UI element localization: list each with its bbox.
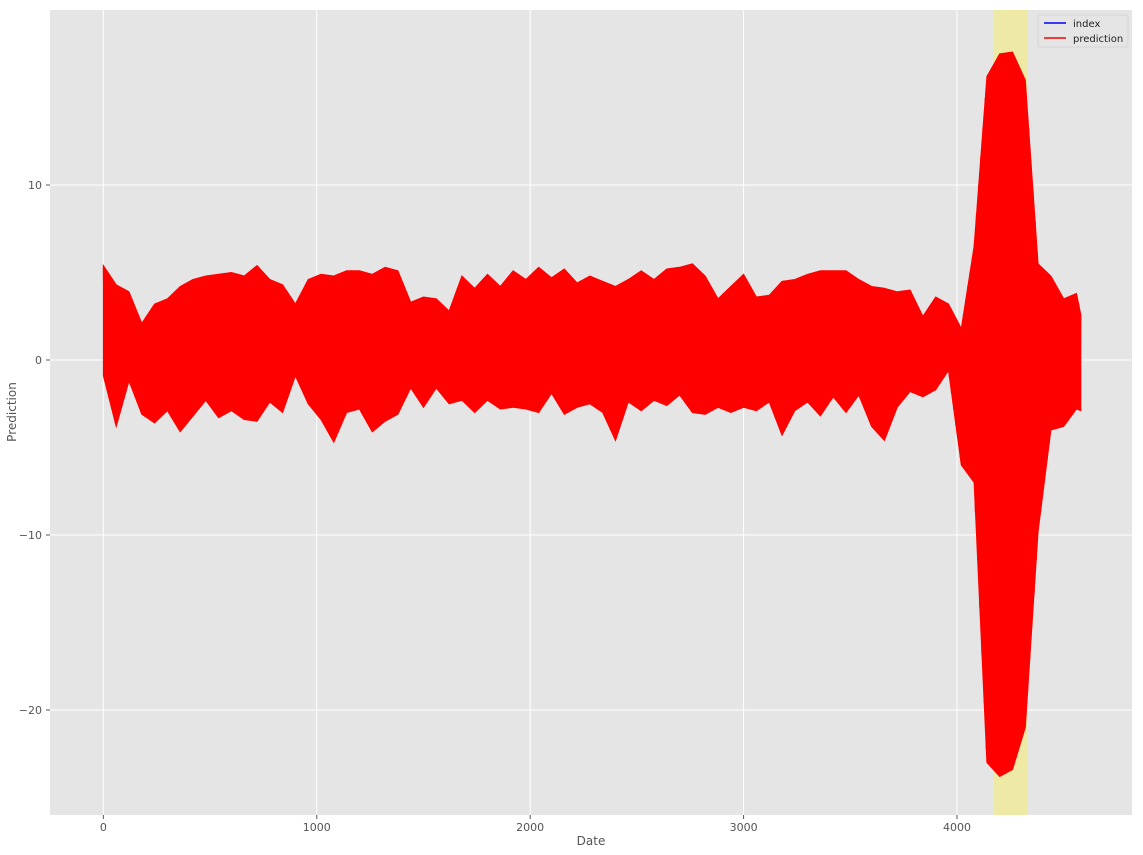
series-prediction-line — [102, 52, 1082, 777]
x-axis-title: Date — [577, 834, 606, 848]
y-tick-label: 0 — [35, 354, 42, 367]
x-tick-label: 0 — [100, 821, 107, 834]
legend-label-prediction: prediction — [1073, 34, 1123, 45]
x-tick-label: 4000 — [943, 821, 971, 834]
x-tick-label: 3000 — [730, 821, 758, 834]
x-tick-label: 2000 — [516, 821, 544, 834]
x-tick-label: 1000 — [303, 821, 331, 834]
y-tick-label: 10 — [28, 179, 42, 192]
y-axis-title: Prediction — [5, 382, 19, 442]
y-tick-label: −10 — [19, 529, 42, 542]
y-tick-labels: −20 −10 0 10 — [19, 179, 50, 717]
x-tick-labels: 0 1000 2000 3000 4000 — [100, 815, 971, 834]
y-tick-label: −20 — [19, 704, 42, 717]
legend-label-index: index — [1073, 19, 1100, 30]
series-group — [102, 51, 1082, 778]
legend: index prediction — [1037, 14, 1129, 48]
plot-background — [50, 10, 1132, 815]
